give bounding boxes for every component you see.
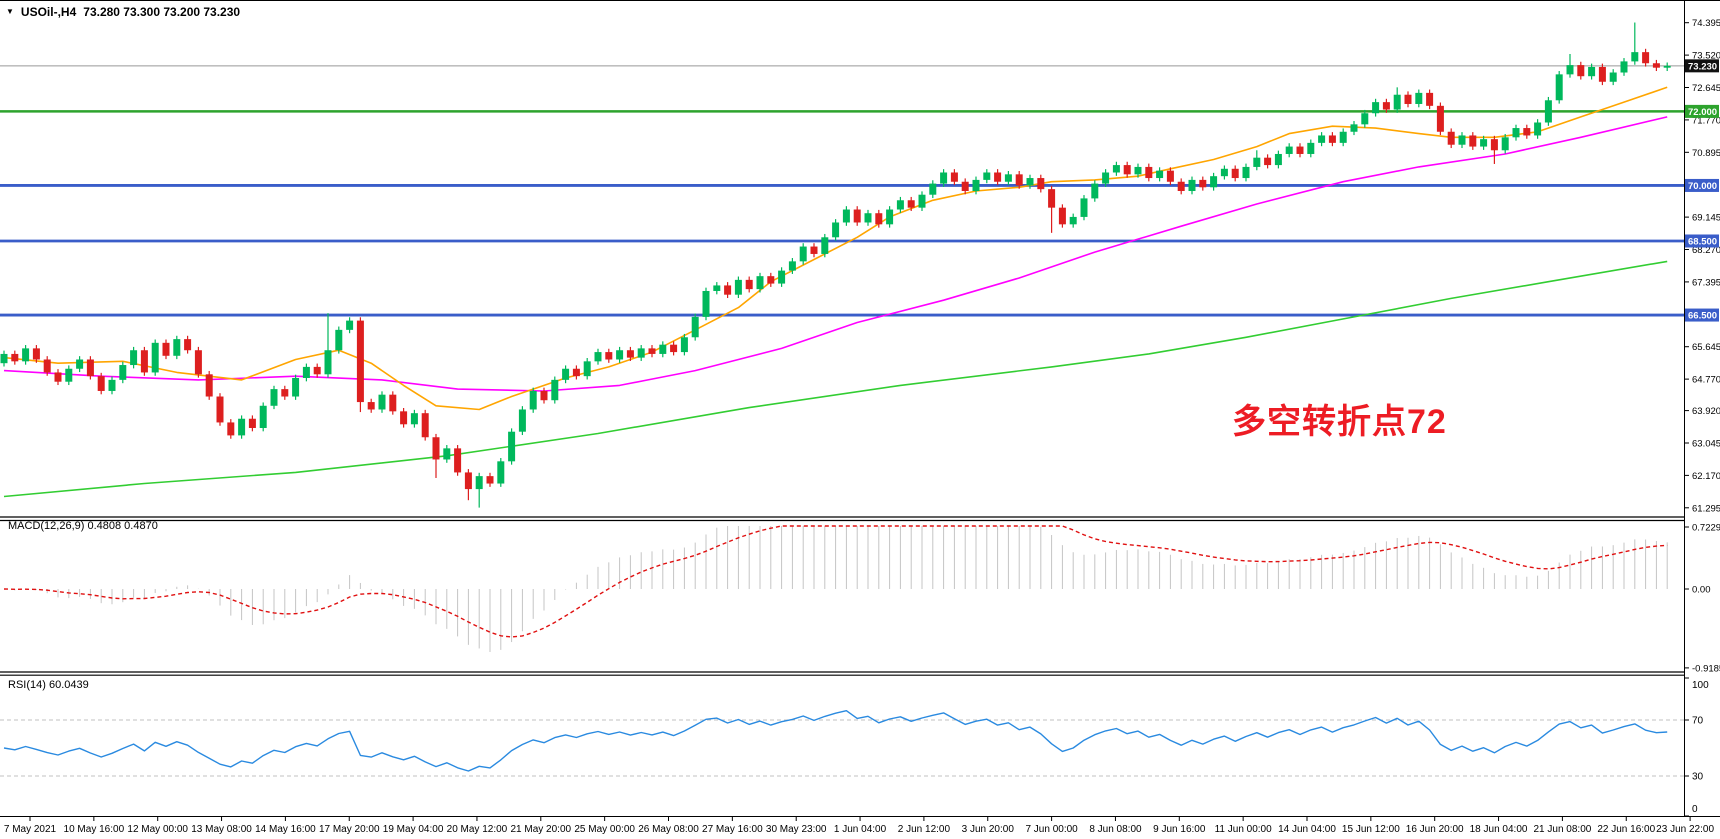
- macd-pane[interactable]: [0, 523, 1684, 670]
- svg-text:63.045: 63.045: [1692, 438, 1720, 449]
- rsi-indicator-label: RSI(14) 60.0439: [8, 679, 89, 691]
- svg-text:74.395: 74.395: [1692, 18, 1720, 29]
- svg-text:61.295: 61.295: [1692, 503, 1720, 514]
- time-axis-label: 26 May 08:00: [638, 824, 699, 835]
- time-axis-label: 17 May 20:00: [319, 824, 380, 835]
- svg-text:0: 0: [1692, 804, 1698, 815]
- ma-slow-green: [3, 260, 1668, 498]
- time-axis-label: 9 Jun 16:00: [1153, 824, 1206, 835]
- rsi-guide-lines: [0, 719, 1684, 777]
- time-axis-label: 30 May 23:00: [766, 824, 827, 835]
- time-axis-label: 3 Jun 20:00: [962, 824, 1015, 835]
- pane-dividers[interactable]: [0, 516, 1684, 676]
- svg-text:70.000: 70.000: [1688, 181, 1717, 192]
- time-axis-label: 14 May 16:00: [255, 824, 316, 835]
- time-axis-label: 25 May 00:00: [574, 824, 635, 835]
- time-axis-label: 22 Jun 16:00: [1597, 824, 1655, 835]
- time-axis-label: 21 Jun 08:00: [1533, 824, 1591, 835]
- time-axis[interactable]: [0, 816, 1720, 839]
- time-axis-label: 18 Jun 04:00: [1470, 824, 1528, 835]
- svg-text:66.500: 66.500: [1688, 311, 1717, 322]
- time-axis-label: 19 May 04:00: [383, 824, 444, 835]
- collapse-chevron-icon[interactable]: ▼: [6, 7, 14, 16]
- rsi-axis-labels[interactable]: 100 70 30 0: [1684, 677, 1709, 817]
- ohlc-values-label: 73.280 73.300 73.200 73.230: [83, 5, 241, 19]
- moving-average-lines: [3, 86, 1668, 498]
- time-axis-label: 27 May 16:00: [702, 824, 763, 835]
- svg-text:69.145: 69.145: [1692, 213, 1720, 224]
- svg-text:68.500: 68.500: [1688, 236, 1717, 247]
- time-axis-label: 16 Jun 20:00: [1406, 824, 1464, 835]
- svg-text:62.170: 62.170: [1692, 471, 1720, 482]
- price-axis[interactable]: [1684, 0, 1720, 816]
- time-axis-label: 20 May 12:00: [447, 824, 508, 835]
- svg-text:100: 100: [1692, 680, 1709, 691]
- macd-signal-line: [3, 525, 1668, 638]
- time-axis-label: 10 May 16:00: [64, 824, 125, 835]
- svg-text:70.895: 70.895: [1692, 148, 1720, 159]
- macd-indicator-label: MACD(12,26,9) 0.4808 0.4870: [8, 520, 158, 532]
- svg-text:67.395: 67.395: [1692, 277, 1720, 288]
- symbol-period-label: USOil-,H4: [20, 5, 77, 19]
- svg-text:63.920: 63.920: [1692, 406, 1720, 417]
- time-axis-labels[interactable]: 7 May 2021 10 May 16:00 12 May 00:00 13 May…: [4, 816, 1715, 835]
- svg-text:73.230: 73.230: [1688, 61, 1717, 72]
- ma-fast-orange: [3, 86, 1668, 411]
- time-axis-label: 7 May 2021: [4, 824, 57, 835]
- ma-mid-magenta: [3, 116, 1668, 392]
- svg-text:73.520: 73.520: [1692, 51, 1720, 62]
- svg-text:65.645: 65.645: [1692, 342, 1720, 353]
- time-axis-label: 11 Jun 00:00: [1215, 824, 1273, 835]
- time-axis-label: 7 Jun 00:00: [1025, 824, 1078, 835]
- pane-divider-rsi[interactable]: [0, 670, 1684, 677]
- price-level-lines: [0, 65, 1684, 317]
- svg-text:0.00: 0.00: [1692, 585, 1711, 596]
- chart-title: ▼ USOil-,H4 73.280 73.300 73.200 73.230: [6, 5, 240, 19]
- svg-text:72.000: 72.000: [1688, 107, 1717, 118]
- time-axis-label: 13 May 08:00: [191, 824, 252, 835]
- time-axis-label: 2 Jun 12:00: [898, 824, 951, 835]
- svg-text:68.270: 68.270: [1692, 245, 1720, 256]
- annotation-text: 多空转折点72: [1232, 403, 1447, 441]
- time-axis-label: 14 Jun 04:00: [1278, 824, 1336, 835]
- svg-text:0.7229: 0.7229: [1692, 523, 1720, 534]
- macd-axis-labels[interactable]: 0.7229 0.00 -0.9185: [1684, 523, 1720, 675]
- time-axis-label: 15 Jun 12:00: [1342, 824, 1400, 835]
- pane-divider-macd[interactable]: [0, 515, 1684, 523]
- svg-text:30: 30: [1692, 772, 1704, 783]
- rsi-line: [3, 710, 1668, 772]
- time-axis-label: 12 May 00:00: [127, 824, 188, 835]
- svg-text:64.770: 64.770: [1692, 375, 1720, 386]
- candles-group: [0, 22, 1671, 508]
- time-axis-label: 8 Jun 08:00: [1089, 824, 1142, 835]
- macd-histogram: [14, 526, 1668, 652]
- time-axis-label: 21 May 20:00: [510, 824, 571, 835]
- svg-text:70: 70: [1692, 716, 1704, 727]
- svg-text:-0.9185: -0.9185: [1692, 663, 1720, 674]
- rsi-pane[interactable]: [0, 677, 1684, 816]
- time-axis-label: 1 Jun 04:00: [834, 824, 887, 835]
- svg-text:71.770: 71.770: [1692, 115, 1720, 126]
- svg-text:72.645: 72.645: [1692, 83, 1720, 94]
- price-axis-labels[interactable]: 74.395 73.520 72.645 71.770 70.895 69.145 68.2…: [1684, 18, 1720, 514]
- time-axis-label: 23 Jun 22:00: [1656, 824, 1714, 835]
